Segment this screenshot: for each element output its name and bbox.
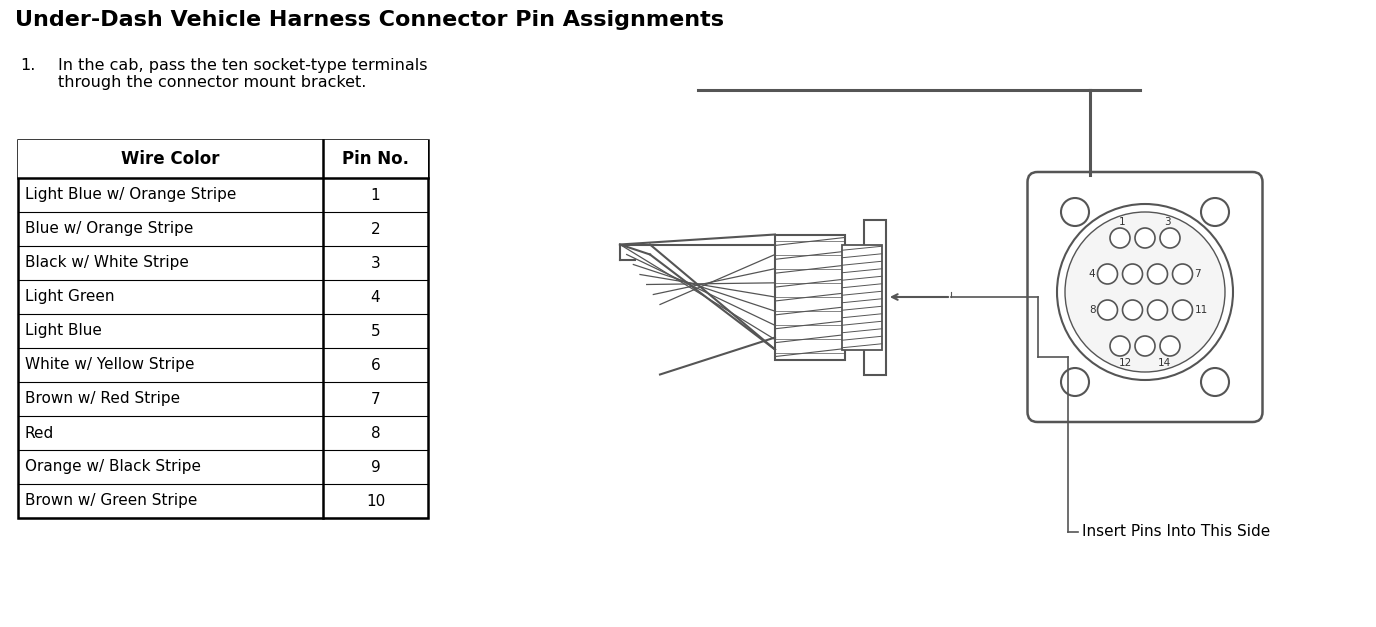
Circle shape — [1172, 300, 1193, 320]
Text: 14: 14 — [1157, 358, 1171, 368]
Text: Blue w/ Orange Stripe: Blue w/ Orange Stripe — [25, 221, 194, 236]
Circle shape — [1098, 300, 1117, 320]
Circle shape — [1065, 212, 1225, 372]
Text: Black w/ White Stripe: Black w/ White Stripe — [25, 255, 189, 270]
Circle shape — [1172, 264, 1193, 284]
Circle shape — [1160, 228, 1181, 248]
Bar — [864, 219, 886, 374]
Bar — [18, 140, 428, 518]
Text: Brown w/ Green Stripe: Brown w/ Green Stripe — [25, 493, 197, 508]
Text: 7: 7 — [370, 391, 380, 406]
Circle shape — [1148, 300, 1167, 320]
Text: Under-Dash Vehicle Harness Connector Pin Assignments: Under-Dash Vehicle Harness Connector Pin… — [15, 10, 724, 30]
Bar — [775, 234, 845, 359]
Text: 5: 5 — [370, 324, 380, 339]
Circle shape — [1201, 198, 1229, 226]
Circle shape — [1135, 336, 1154, 356]
Circle shape — [1110, 228, 1130, 248]
Text: 10: 10 — [366, 493, 385, 508]
Text: 6: 6 — [370, 357, 380, 372]
Text: 11: 11 — [1194, 305, 1208, 315]
Text: 1.: 1. — [21, 58, 36, 73]
Text: 8: 8 — [370, 426, 380, 441]
Text: Red: Red — [25, 426, 54, 441]
Text: 4: 4 — [370, 290, 380, 305]
Bar — [842, 245, 882, 349]
Circle shape — [1135, 228, 1154, 248]
Circle shape — [1110, 336, 1130, 356]
Text: Light Blue w/ Orange Stripe: Light Blue w/ Orange Stripe — [25, 187, 237, 203]
Text: 1: 1 — [370, 187, 380, 203]
Text: 4: 4 — [1088, 269, 1095, 279]
Circle shape — [1098, 264, 1117, 284]
Text: 2: 2 — [370, 221, 380, 236]
Text: Insert Pins Into This Side: Insert Pins Into This Side — [1083, 525, 1271, 539]
Text: 7: 7 — [1194, 269, 1201, 279]
Text: Pin No.: Pin No. — [343, 150, 409, 168]
Text: White w/ Yellow Stripe: White w/ Yellow Stripe — [25, 357, 194, 372]
Circle shape — [1123, 264, 1142, 284]
Text: 3: 3 — [370, 255, 380, 270]
Circle shape — [1148, 264, 1167, 284]
Circle shape — [1160, 336, 1181, 356]
Circle shape — [1057, 204, 1233, 380]
Text: 12: 12 — [1119, 358, 1132, 368]
Text: 3: 3 — [1164, 217, 1171, 227]
Text: Light Green: Light Green — [25, 290, 114, 305]
Text: 8: 8 — [1088, 305, 1095, 315]
Text: Brown w/ Red Stripe: Brown w/ Red Stripe — [25, 391, 180, 406]
Circle shape — [1123, 300, 1142, 320]
Text: Orange w/ Black Stripe: Orange w/ Black Stripe — [25, 460, 201, 475]
Circle shape — [1061, 198, 1088, 226]
Bar — [18, 140, 428, 178]
Circle shape — [1061, 368, 1088, 396]
Text: In the cab, pass the ten socket-type terminals
through the connector mount brack: In the cab, pass the ten socket-type ter… — [58, 58, 428, 90]
Text: Light Blue: Light Blue — [25, 324, 102, 339]
FancyBboxPatch shape — [1028, 172, 1263, 422]
Text: 1: 1 — [1119, 217, 1126, 227]
Text: 9: 9 — [370, 460, 380, 475]
Text: Wire Color: Wire Color — [121, 150, 220, 168]
Circle shape — [1201, 368, 1229, 396]
